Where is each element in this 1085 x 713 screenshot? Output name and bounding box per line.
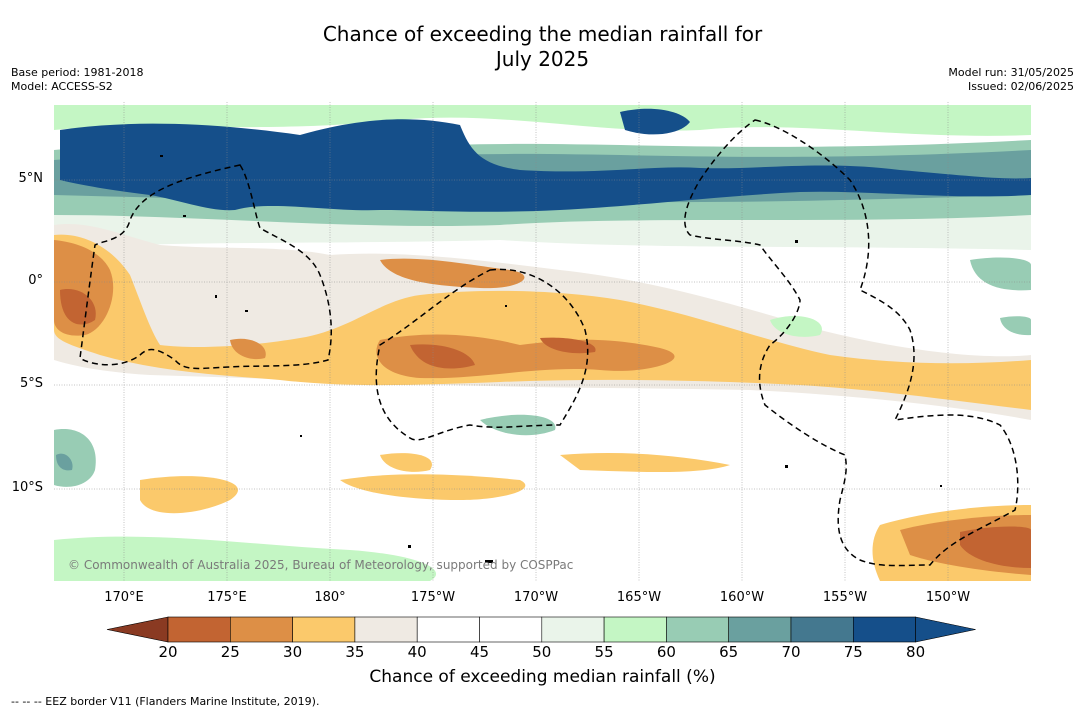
colorbar-tick-label: 35 bbox=[345, 643, 365, 661]
lon-label-170e: 170°E bbox=[104, 590, 144, 605]
title-line-2: July 2025 bbox=[495, 47, 590, 71]
band-25-30-se bbox=[960, 526, 1031, 568]
colorbar-under-arrow bbox=[106, 616, 169, 643]
lon-label-165w: 165°W bbox=[616, 590, 662, 605]
band-30-35-small bbox=[230, 338, 266, 360]
colorbar-segment bbox=[603, 616, 667, 643]
copyright-notice: © Commonwealth of Australia 2025, Bureau… bbox=[68, 558, 574, 572]
lon-label-175w: 175°W bbox=[410, 590, 456, 605]
band-60-65-north bbox=[54, 105, 1031, 136]
colorbar-tick-label: 70 bbox=[781, 643, 801, 661]
band-65-70-sw bbox=[54, 429, 96, 487]
map-area bbox=[54, 102, 1031, 581]
colorbar-segment bbox=[852, 616, 916, 643]
lon-label-160w: 160°W bbox=[719, 590, 765, 605]
band-35-40-s3 bbox=[380, 453, 432, 472]
band-65-70-e bbox=[970, 257, 1031, 291]
lat-label-0: 0° bbox=[28, 273, 43, 288]
colorbar-tick-label: 20 bbox=[158, 643, 178, 661]
title-line-1: Chance of exceeding the median rainfall … bbox=[322, 22, 763, 46]
band-60-65-e bbox=[770, 315, 822, 337]
lat-label-10s: 10°S bbox=[11, 480, 43, 495]
lon-label-180: 180° bbox=[314, 590, 346, 605]
model-name: Model: ACCESS-S2 bbox=[11, 80, 113, 93]
colorbar-tick-label: 75 bbox=[843, 643, 863, 661]
band-75-80 bbox=[60, 119, 1031, 212]
colorbar-tick-label: 65 bbox=[719, 643, 739, 661]
model-run: Model run: 31/05/2025 bbox=[948, 66, 1074, 79]
band-70-75-sw bbox=[56, 453, 73, 471]
gridlines bbox=[54, 102, 1031, 581]
band-25-30-west bbox=[60, 289, 96, 325]
band-35-40-sw bbox=[140, 476, 238, 514]
colorbar-tick-label: 55 bbox=[594, 643, 614, 661]
colorbar-segment bbox=[416, 616, 480, 643]
colorbar-segment bbox=[292, 616, 356, 643]
colorbar-segment bbox=[541, 616, 605, 643]
lon-label-170w: 170°W bbox=[513, 590, 559, 605]
colorbar-tick-label: 30 bbox=[283, 643, 303, 661]
eez-borders bbox=[79, 119, 1019, 567]
band-60-65-south bbox=[54, 536, 437, 581]
colorbar-segment bbox=[354, 616, 418, 643]
colorbar-segment bbox=[666, 616, 730, 643]
base-period: Base period: 1981-2018 bbox=[11, 66, 144, 79]
colorbar-tick-label: 80 bbox=[906, 643, 926, 661]
band-65-70-s bbox=[480, 414, 556, 436]
colorbar-segment bbox=[167, 616, 231, 643]
lon-label-155w: 155°W bbox=[822, 590, 868, 605]
colorbar bbox=[106, 616, 976, 643]
eez-footnote: -- -- -- EEZ border V11 (Flanders Marine… bbox=[11, 695, 320, 708]
lat-label-5n: 5°N bbox=[18, 171, 44, 186]
map-title: Chance of exceeding the median rainfall … bbox=[0, 22, 1085, 72]
colorbar-label: Chance of exceeding median rainfall (%) bbox=[369, 667, 716, 687]
lon-label-150w: 150°W bbox=[925, 590, 971, 605]
issued-date: Issued: 02/06/2025 bbox=[967, 80, 1074, 93]
lat-label-5s: 5°S bbox=[19, 376, 43, 391]
colorbar-segment bbox=[479, 616, 543, 643]
colorbar-tick-label: 45 bbox=[469, 643, 490, 661]
band-25-30-center bbox=[410, 344, 475, 369]
meta-left: Base period: 1981-2018 Model: ACCESS-S2 bbox=[11, 66, 143, 94]
colorbar-segments bbox=[106, 616, 976, 643]
colorbar-tick-label: 40 bbox=[407, 643, 427, 661]
colorbar-segment bbox=[790, 616, 854, 643]
colorbar-segment bbox=[230, 616, 293, 643]
band-30-35-eq bbox=[380, 258, 525, 289]
colorbar-tick-label: 60 bbox=[656, 643, 676, 661]
islands bbox=[160, 155, 942, 563]
band-65-70-e2 bbox=[1000, 316, 1031, 336]
colorbar-segment bbox=[728, 616, 792, 643]
band-35-40-s2 bbox=[340, 474, 526, 500]
colorbar-tick-label: 50 bbox=[532, 643, 552, 661]
lon-label-175e: 175°E bbox=[207, 590, 247, 605]
band-35-40 bbox=[54, 234, 1031, 410]
colorbar-over-arrow bbox=[915, 616, 976, 643]
band-35-40-south bbox=[560, 453, 730, 473]
colorbar-tick-label: 25 bbox=[220, 643, 240, 661]
band-75-80-cell bbox=[620, 108, 690, 135]
band-25-30-east bbox=[540, 337, 596, 354]
meta-right: Model run: 31/05/2025 Issued: 02/06/2025 bbox=[948, 66, 1074, 94]
